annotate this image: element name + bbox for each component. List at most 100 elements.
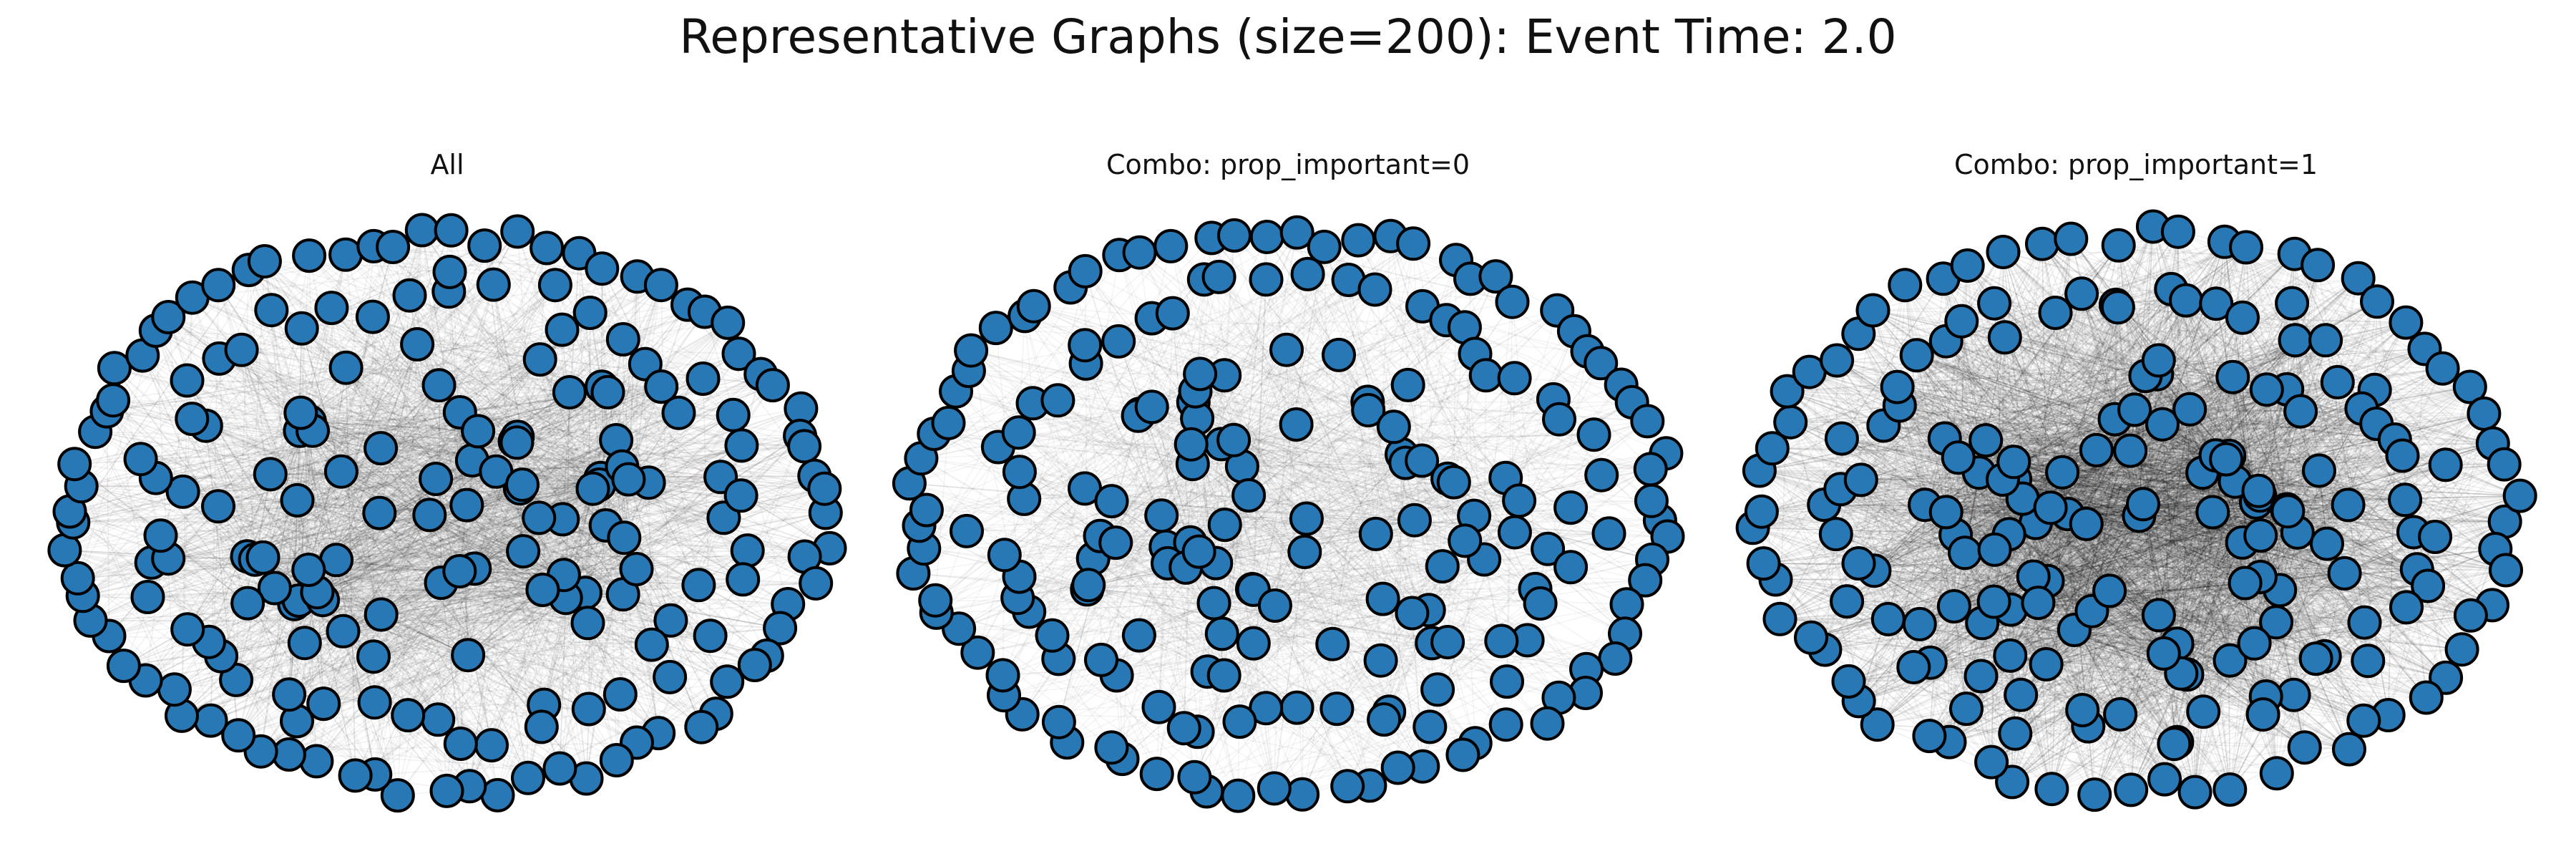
graph-node [643,268,678,303]
graph-node [1249,262,1284,297]
graph-node [1523,586,1558,621]
graph-node [1928,495,1963,530]
graph-node [726,562,761,597]
graph-node [1420,672,1455,707]
graph-node [2195,495,2230,530]
graph-node [522,342,557,377]
graph-node [2327,555,2362,591]
graph-node [571,691,606,727]
graph-node [1222,704,1257,739]
graph-node [1888,268,1923,303]
graph-node [380,778,415,813]
graph-node [328,237,364,272]
graph-node [2310,526,2344,561]
graph-node [1468,358,1503,393]
graph-node [1987,320,2022,355]
graph-node [170,612,205,647]
graph-node [476,267,511,302]
graph-node [2332,732,2366,767]
graph-node [123,442,158,477]
graph-node [1830,584,1865,619]
graph-node [1231,478,1267,513]
graph-node [2241,473,2276,508]
graph-node [1591,516,1626,551]
graph-node [1413,709,1448,744]
graph-node [1490,664,1524,699]
node-layer [892,215,1685,813]
graph-node [1963,659,1999,694]
graph-node [2077,777,2112,812]
graph-node [2021,586,2056,621]
graph-node [2308,323,2343,358]
network-graph [892,215,1685,813]
graph-node [2245,697,2280,732]
graph-node [575,471,610,506]
graph-node [1855,293,1890,328]
graph-node [693,618,728,654]
graph-node [2388,482,2423,518]
graph-node [661,395,696,430]
graph-node [2228,566,2263,601]
graph-node [799,566,834,601]
graph-node [245,540,280,575]
graph-node [2079,432,2114,467]
graph-node [611,462,646,497]
graph-node [193,703,228,738]
graph-node [2146,636,2181,671]
graph-node [280,482,315,518]
graph-node [2225,300,2260,335]
graph-node [2065,693,2100,727]
graph-node [2249,372,2284,407]
graph-node [721,336,756,372]
graph-node [130,580,165,614]
graph-node [2100,290,2135,325]
graph-node [1841,546,1876,581]
graph-node [1380,750,1415,785]
graph-node [1986,235,2021,269]
graph-node [253,457,288,492]
graph-node [1860,707,1895,742]
graph-node [257,571,292,606]
graph-node [419,462,454,496]
graph-node [2360,284,2394,319]
graph-node [429,773,464,808]
graph-node [1896,650,1931,684]
graph-node [681,568,716,603]
graph-node [2101,228,2136,263]
graph-node [1181,534,1216,569]
graph-node [391,698,426,733]
graph-node [1365,581,1400,616]
graph-node [364,597,399,632]
graph-node [2411,568,2446,603]
graph-node [1425,549,1460,584]
graph-node [1141,689,1176,724]
graph-node [602,677,638,712]
graph-node [1183,356,1218,392]
graph-node [909,492,944,528]
graph-node [2487,447,2522,482]
graph-node [755,368,790,403]
graph-node [552,375,587,409]
graph-node [1041,704,1076,739]
graph-node [1236,626,1271,661]
graph-node [1495,284,1530,319]
graph-node [1968,423,2004,458]
graph-node [537,268,572,303]
graph-node [338,758,373,793]
graph-node [1290,256,1325,291]
graph-node [201,489,235,524]
graph-node [1144,498,1179,533]
graph-node [2069,506,2104,541]
graph-node [1478,259,1513,294]
graph-node [1976,584,2011,619]
graph-node [2141,598,2176,633]
graph-node [2287,730,2322,765]
graph-node [2054,221,2089,256]
graph-node [254,293,289,328]
graph-node [2237,626,2272,661]
graph-node [545,312,580,347]
graph-node [1977,532,2012,567]
graph-node [1531,531,1566,566]
graph-node [1068,253,1103,288]
graph-node [2270,494,2306,529]
